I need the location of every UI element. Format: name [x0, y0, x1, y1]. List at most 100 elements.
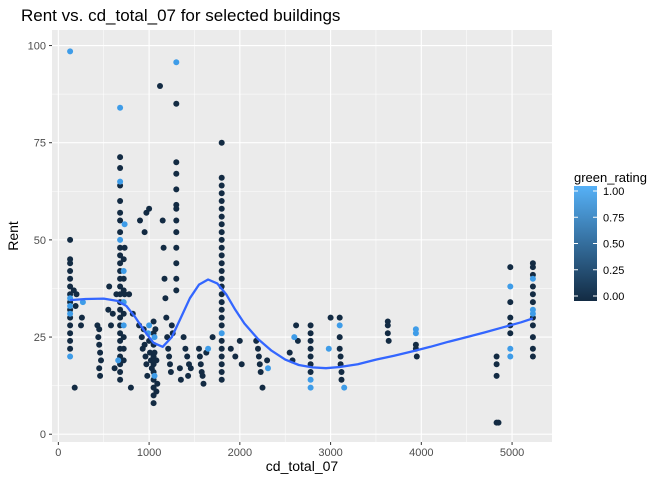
y-tick-label: 75 — [34, 138, 46, 150]
data-point — [507, 353, 514, 360]
data-point — [167, 369, 174, 375]
data-point — [218, 376, 225, 383]
smooth-line — [70, 278, 534, 370]
data-point — [236, 337, 243, 344]
data-point — [67, 48, 74, 55]
data-point — [529, 299, 536, 306]
x-tick-label: 1000 — [137, 447, 161, 459]
data-point — [117, 104, 124, 111]
data-point — [218, 182, 225, 189]
data-point — [176, 365, 183, 372]
grid-lines — [52, 30, 552, 442]
data-point — [121, 291, 128, 298]
data-point — [173, 260, 180, 267]
data-point — [96, 341, 103, 348]
legend-label: 0.50 — [603, 239, 624, 251]
points-layer — [67, 48, 536, 426]
data-point — [197, 361, 204, 368]
data-point — [168, 322, 175, 329]
x-tick-label: 3000 — [318, 447, 342, 459]
data-point — [199, 372, 206, 379]
data-point — [218, 361, 225, 368]
data-point — [493, 353, 500, 360]
data-point — [307, 384, 314, 391]
data-point — [200, 380, 207, 387]
data-point — [218, 299, 225, 306]
legend-colorbar — [574, 186, 597, 301]
data-point — [218, 229, 225, 236]
data-point — [126, 291, 133, 298]
data-point — [307, 353, 314, 360]
data-point — [529, 275, 536, 282]
data-point — [227, 345, 234, 352]
data-point — [117, 306, 124, 313]
data-point — [165, 345, 172, 352]
axis-ticks: 0 1000 2000 3000 4000 5000 0 25 50 75 100 — [28, 41, 525, 459]
data-point — [184, 353, 191, 360]
data-point — [67, 260, 74, 267]
data-point — [218, 337, 225, 344]
data-point — [338, 369, 345, 375]
data-point — [507, 330, 514, 337]
data-point — [218, 353, 225, 360]
data-point — [337, 353, 344, 360]
data-point — [120, 310, 127, 317]
data-point — [117, 376, 124, 383]
data-point — [141, 229, 148, 236]
data-point — [117, 154, 124, 161]
data-point — [257, 369, 264, 375]
data-point — [173, 205, 180, 212]
data-point — [120, 268, 127, 274]
data-point — [121, 244, 128, 251]
data-point — [180, 334, 187, 341]
data-point — [209, 334, 216, 341]
data-point — [205, 345, 212, 352]
data-point — [338, 376, 345, 383]
y-tick-label: 25 — [34, 332, 46, 344]
data-point — [161, 275, 168, 282]
x-tick-label: 2000 — [228, 447, 252, 459]
data-point — [173, 59, 180, 66]
data-point — [137, 217, 143, 224]
data-point — [327, 314, 334, 321]
data-point — [529, 291, 536, 298]
data-point — [264, 357, 271, 364]
data-point — [218, 205, 225, 212]
data-point — [173, 229, 180, 236]
y-tick-label: 100 — [28, 41, 46, 53]
data-point — [95, 334, 102, 341]
data-point — [163, 314, 170, 321]
data-point — [153, 388, 160, 395]
data-point — [117, 283, 124, 290]
data-point — [173, 170, 180, 177]
legend-ticks: 1.00 0.75 0.50 0.25 0.00 — [574, 186, 624, 303]
data-point — [336, 345, 343, 352]
data-point — [218, 345, 225, 352]
data-point — [120, 345, 127, 352]
legend-label: 0.75 — [603, 212, 624, 224]
data-point — [117, 209, 124, 216]
data-point — [117, 260, 124, 267]
data-point — [493, 361, 500, 368]
data-point — [67, 275, 74, 282]
data-point — [67, 268, 74, 274]
data-point — [218, 198, 225, 204]
data-point — [120, 357, 127, 364]
data-point — [294, 337, 301, 344]
data-point — [117, 369, 124, 375]
data-point — [173, 186, 180, 193]
data-point — [507, 283, 514, 290]
data-point — [67, 303, 74, 309]
data-point — [167, 361, 173, 368]
data-point — [146, 205, 153, 212]
data-point — [293, 322, 300, 329]
data-point — [256, 361, 263, 368]
data-point — [218, 314, 225, 321]
data-point — [117, 314, 124, 321]
data-point — [162, 295, 169, 302]
plot-panel — [52, 30, 552, 442]
data-point — [495, 419, 502, 426]
data-point — [265, 365, 271, 372]
data-point — [152, 326, 159, 333]
